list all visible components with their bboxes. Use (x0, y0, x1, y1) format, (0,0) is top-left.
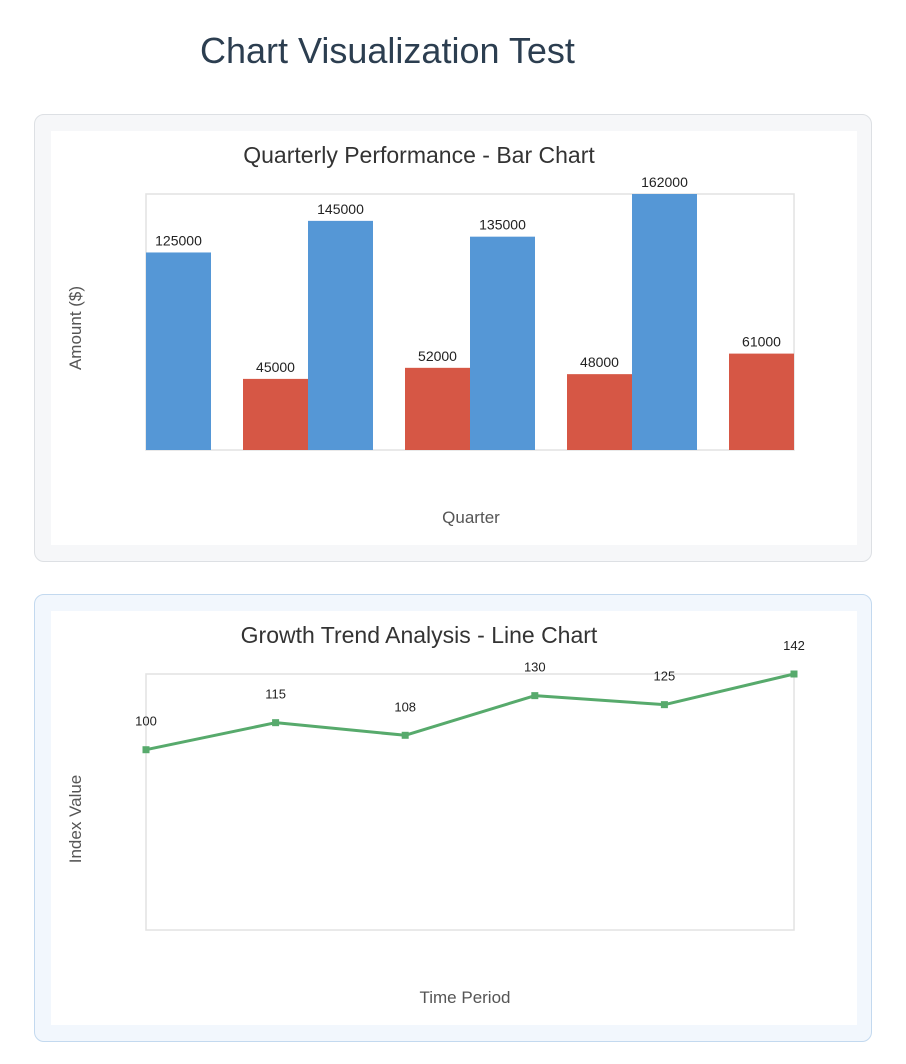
line-chart-y-axis-label: Index Value (66, 775, 85, 864)
point-value-label: 115 (265, 687, 286, 702)
bar-chart-y-axis-label: Amount ($) (66, 286, 85, 370)
bar (405, 367, 470, 450)
point-value-label: 130 (524, 660, 546, 675)
bar (243, 378, 308, 450)
bar (308, 220, 373, 450)
bar (470, 236, 535, 450)
bar-value-label: 52000 (418, 348, 457, 364)
bar (567, 374, 632, 450)
bar-value-label: 61000 (742, 334, 781, 350)
bar-value-label: 162000 (641, 174, 688, 190)
line-chart-x-axis-label: Time Period (419, 988, 510, 1007)
bar (146, 252, 211, 450)
bar (632, 194, 697, 450)
bar-value-label: 145000 (317, 201, 364, 217)
bar-chart: Quarterly Performance - Bar Chart Quarte… (66, 142, 795, 527)
line-series (145, 672, 795, 752)
line-point (790, 670, 798, 678)
bar-chart-panel: Quarterly Performance - Bar Chart Quarte… (51, 131, 857, 545)
bar-value-label: 135000 (479, 217, 526, 233)
line-chart-title: Growth Trend Analysis - Line Chart (241, 622, 598, 648)
point-value-label: 125 (654, 669, 676, 684)
line-point (272, 719, 280, 727)
line-point (531, 692, 539, 700)
bar-value-label: 48000 (580, 354, 619, 370)
line-point (142, 746, 150, 754)
bar-chart-title: Quarterly Performance - Bar Chart (243, 142, 595, 168)
page-title: Chart Visualization Test (200, 30, 575, 71)
line-chart-panel: Growth Trend Analysis - Line Chart Time … (51, 611, 857, 1025)
line-point (660, 701, 668, 709)
line-chart: Growth Trend Analysis - Line Chart Time … (66, 622, 805, 1007)
point-value-label: 108 (394, 699, 416, 714)
bar (729, 353, 794, 450)
bar-chart-x-axis-label: Quarter (442, 508, 500, 527)
point-value-label: 100 (135, 714, 157, 729)
bar-value-label: 125000 (155, 232, 202, 248)
line-point (401, 731, 409, 739)
line-chart-card: Growth Trend Analysis - Line Chart Time … (34, 594, 872, 1042)
point-value-label: 142 (783, 638, 805, 653)
line-plot-area (145, 673, 795, 931)
bar-chart-card: Quarterly Performance - Bar Chart Quarte… (34, 114, 872, 562)
bar-value-label: 45000 (256, 359, 295, 375)
